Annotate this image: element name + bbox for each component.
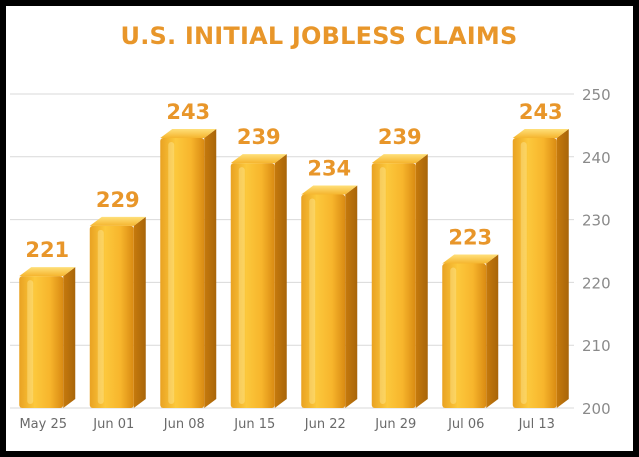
x-axis-ticks: May 25 Jun 01 Jun 08 Jun 15 Jun 22 Jun 29 Jul … bbox=[19, 417, 554, 432]
bar-top bbox=[230, 154, 287, 164]
x-tick-label: Jun 29 bbox=[374, 417, 416, 432]
bar-top bbox=[160, 128, 217, 138]
data-label: 223 bbox=[448, 226, 492, 250]
bar-side bbox=[415, 154, 428, 408]
bar bbox=[512, 128, 569, 408]
bar-highlight bbox=[450, 267, 457, 404]
y-axis-ticks: 200 210 220 230 240 250 bbox=[582, 86, 611, 418]
bar-top bbox=[512, 128, 569, 138]
bar bbox=[301, 185, 358, 408]
bar-top bbox=[89, 216, 146, 226]
bar-highlight bbox=[309, 198, 316, 404]
bar-top bbox=[442, 254, 499, 264]
y-tick-label: 200 bbox=[582, 400, 611, 418]
y-tick-label: 220 bbox=[582, 274, 611, 292]
x-tick-label: Jun 15 bbox=[233, 417, 275, 432]
y-tick-label: 230 bbox=[582, 212, 611, 230]
data-label: 239 bbox=[237, 125, 281, 149]
bar bbox=[371, 154, 428, 408]
chart-title: U.S. INITIAL JOBLESS CLAIMS bbox=[121, 22, 518, 50]
bars bbox=[19, 128, 569, 408]
data-label: 243 bbox=[519, 100, 563, 124]
data-label: 243 bbox=[166, 100, 210, 124]
bar-side bbox=[63, 267, 76, 408]
bar-highlight bbox=[168, 141, 175, 404]
bar-highlight bbox=[97, 229, 104, 404]
bar-front bbox=[301, 194, 346, 408]
bar-side bbox=[345, 185, 358, 408]
bar-highlight bbox=[379, 167, 386, 404]
chart-frame: U.S. INITIAL JOBLESS CLAIMS 200 210 220 230… bbox=[6, 6, 633, 451]
data-label: 221 bbox=[25, 238, 69, 262]
bar bbox=[230, 154, 287, 408]
x-tick-label: Jun 08 bbox=[163, 417, 205, 432]
y-tick-label: 240 bbox=[582, 149, 611, 167]
x-tick-label: Jul 06 bbox=[447, 417, 484, 432]
bar-front bbox=[230, 163, 275, 408]
bar-highlight bbox=[520, 141, 527, 404]
data-label: 234 bbox=[307, 156, 351, 180]
bar-chart: U.S. INITIAL JOBLESS CLAIMS 200 210 220 230… bbox=[10, 22, 611, 432]
bar-top bbox=[19, 267, 76, 277]
x-tick-label: Jun 01 bbox=[92, 417, 134, 432]
bar-front bbox=[371, 163, 416, 408]
y-tick-label: 250 bbox=[582, 86, 611, 104]
data-label: 239 bbox=[378, 125, 422, 149]
bar-top bbox=[371, 154, 428, 164]
bar-front bbox=[89, 225, 134, 408]
bar-side bbox=[274, 154, 287, 408]
x-tick-label: Jun 22 bbox=[304, 417, 346, 432]
bar-highlight bbox=[238, 167, 245, 404]
bar bbox=[89, 216, 146, 408]
bar bbox=[19, 267, 76, 408]
bar-side bbox=[204, 128, 217, 408]
bar-top bbox=[301, 185, 358, 195]
bar-front bbox=[442, 263, 487, 408]
bar-highlight bbox=[27, 280, 34, 404]
x-tick-label: May 25 bbox=[19, 417, 67, 432]
bar-side bbox=[133, 216, 146, 408]
bar-side bbox=[486, 254, 499, 408]
data-label: 229 bbox=[96, 188, 140, 212]
bar-front bbox=[160, 137, 205, 408]
bar bbox=[442, 254, 499, 408]
data-labels: 221 229 243 239 234 239 223 243 bbox=[25, 100, 562, 262]
x-tick-label: Jul 13 bbox=[518, 417, 555, 432]
y-tick-label: 210 bbox=[582, 337, 611, 355]
bar-side bbox=[556, 128, 569, 408]
bar-front bbox=[19, 276, 64, 408]
bar bbox=[160, 128, 217, 408]
bar-front bbox=[512, 137, 557, 408]
